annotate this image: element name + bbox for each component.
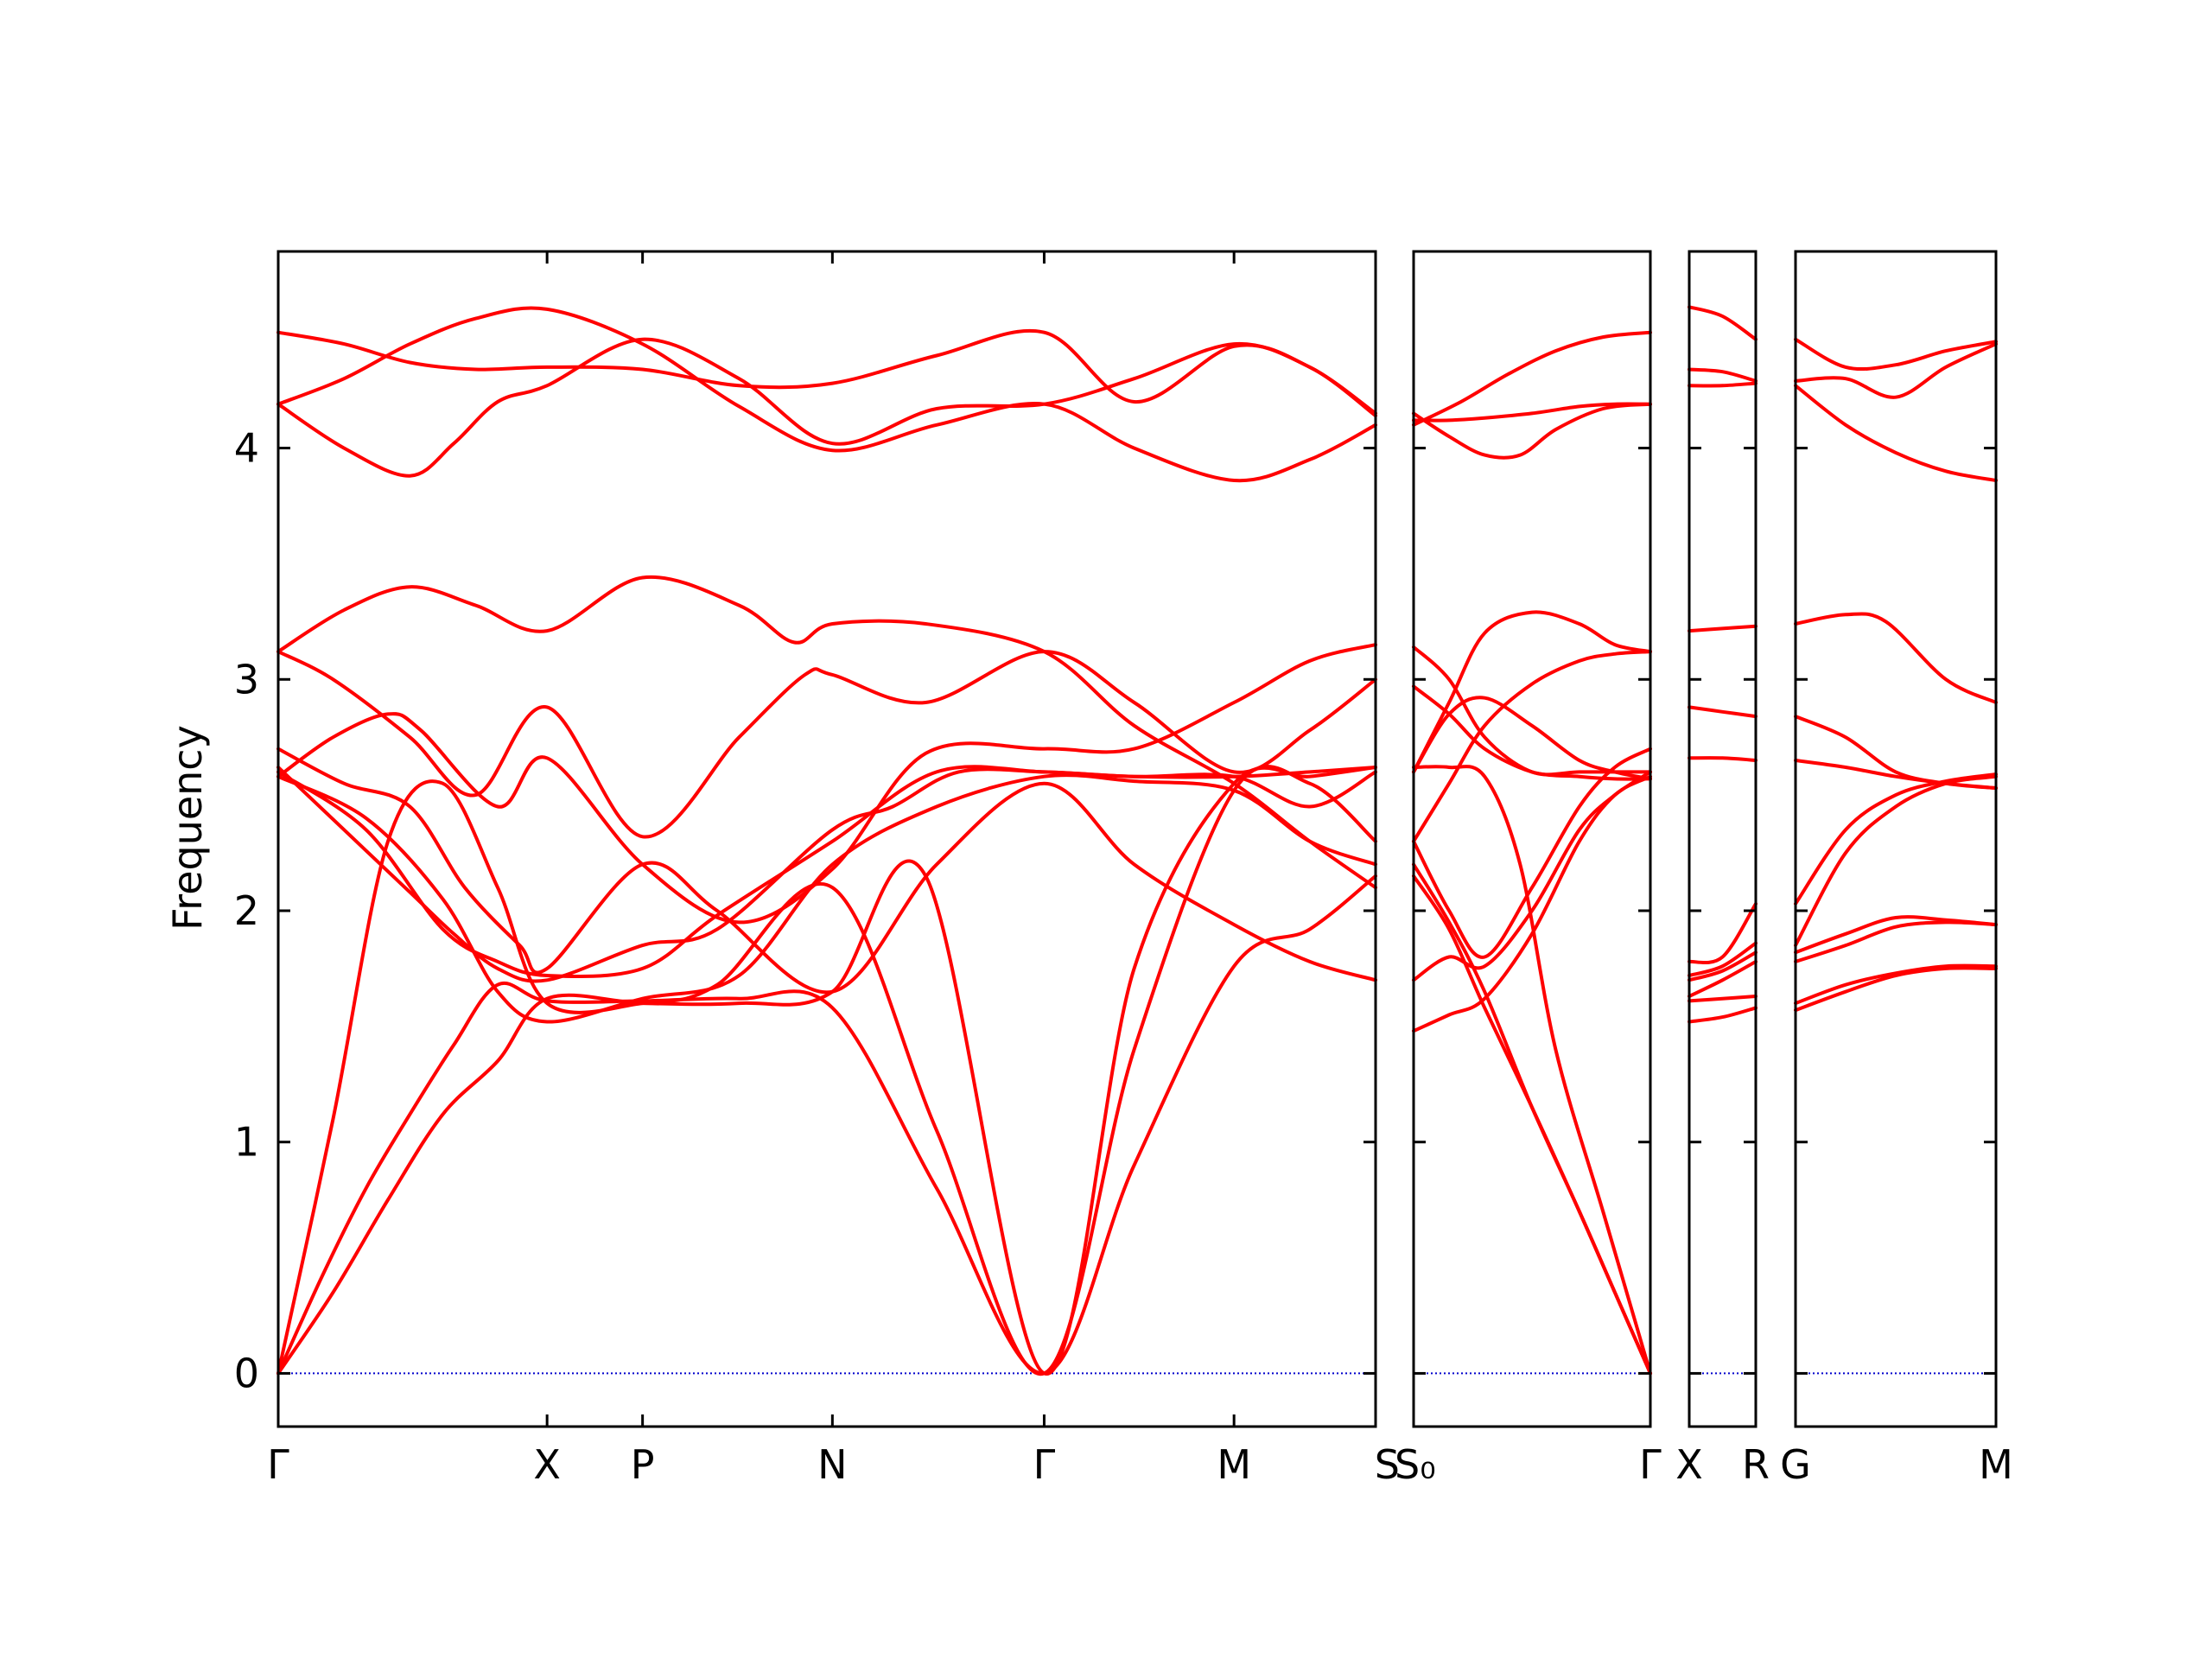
- band-line: [1688, 941, 1758, 977]
- panel-frame: [1688, 250, 1758, 1428]
- band-line: [1794, 966, 1998, 1013]
- band-line: [1688, 950, 1758, 982]
- y-tick-label: 3: [234, 656, 259, 702]
- band-line: [276, 766, 1377, 983]
- band-line: [1688, 367, 1758, 383]
- band-line: [276, 337, 1377, 478]
- band-line: [1412, 874, 1652, 1376]
- band-line: [1412, 402, 1652, 460]
- band-line: [276, 650, 1377, 839]
- band-line: [276, 764, 1377, 1376]
- panel-frame: [1412, 250, 1652, 1428]
- band-line: [1412, 862, 1652, 1376]
- band-line: [1412, 650, 1652, 843]
- band-line: [1412, 402, 1652, 423]
- x-tick-label: R: [1742, 1441, 1770, 1488]
- y-axis-label: Frequency: [164, 725, 211, 931]
- band-line: [1688, 959, 1758, 998]
- y-axis-ticks: 0 1 2 3 4: [234, 425, 1996, 1396]
- band-line: [1688, 756, 1758, 762]
- band-line: [1794, 772, 1998, 906]
- band-line: [276, 306, 1377, 483]
- band-line: [276, 766, 1377, 1376]
- band-line: [1412, 765, 1652, 1376]
- band-line: [276, 773, 1377, 1024]
- band-line: [1794, 915, 1998, 955]
- band-line: [1688, 1006, 1758, 1024]
- band-line: [1412, 770, 1652, 982]
- x-tick-label: Γ: [267, 1441, 289, 1488]
- band-line: [1412, 645, 1652, 777]
- x-tick-label: S₀: [1395, 1441, 1436, 1488]
- band-line: [1688, 381, 1758, 388]
- band-line: [1794, 342, 1998, 399]
- band-line: [1688, 995, 1758, 1003]
- x-tick-label: S: [1375, 1441, 1400, 1488]
- x-tick-label: X: [1675, 1441, 1703, 1488]
- y-tick-label: 1: [234, 1119, 259, 1166]
- x-tick-label: Γ: [1033, 1441, 1056, 1488]
- band-line: [1794, 963, 1998, 1006]
- x-tick-label: M: [1979, 1441, 2013, 1488]
- band-line: [1794, 715, 1998, 791]
- panel-frames: [276, 250, 1998, 1428]
- x-tick-label: M: [1217, 1441, 1251, 1488]
- x-tick-label: G: [1780, 1441, 1811, 1488]
- band-lines: [276, 305, 1998, 1376]
- band-line: [1794, 337, 1998, 372]
- band-line: [1688, 902, 1758, 965]
- band-line: [1794, 759, 1998, 791]
- x-tick-label: P: [631, 1441, 655, 1488]
- band-line: [1688, 305, 1758, 341]
- x-tick-label: X: [533, 1441, 561, 1488]
- band-line: [1794, 384, 1998, 482]
- y-tick-label: 0: [234, 1350, 259, 1396]
- band-line: [1688, 705, 1758, 719]
- band-line: [276, 747, 1377, 995]
- band-line: [276, 575, 1377, 890]
- band-line: [1412, 747, 1652, 959]
- band-line: [276, 328, 1377, 418]
- panel-frame: [276, 250, 1377, 1428]
- band-line: [1412, 610, 1652, 774]
- band-line: [1412, 330, 1652, 427]
- band-line: [1794, 612, 1998, 704]
- y-tick-label: 2: [234, 887, 259, 934]
- panel-frame: [1794, 250, 1998, 1428]
- band-line: [1688, 624, 1758, 633]
- y-tick-label: 4: [234, 425, 259, 472]
- x-tick-label: N: [817, 1441, 847, 1488]
- band-line: [276, 643, 1377, 925]
- x-axis-ticks: Γ X P N Γ M SS₀ Γ X R G M: [267, 251, 2013, 1488]
- x-tick-label: Γ: [1639, 1441, 1662, 1488]
- band-line: [276, 874, 1377, 1376]
- band-line: [1412, 774, 1652, 1033]
